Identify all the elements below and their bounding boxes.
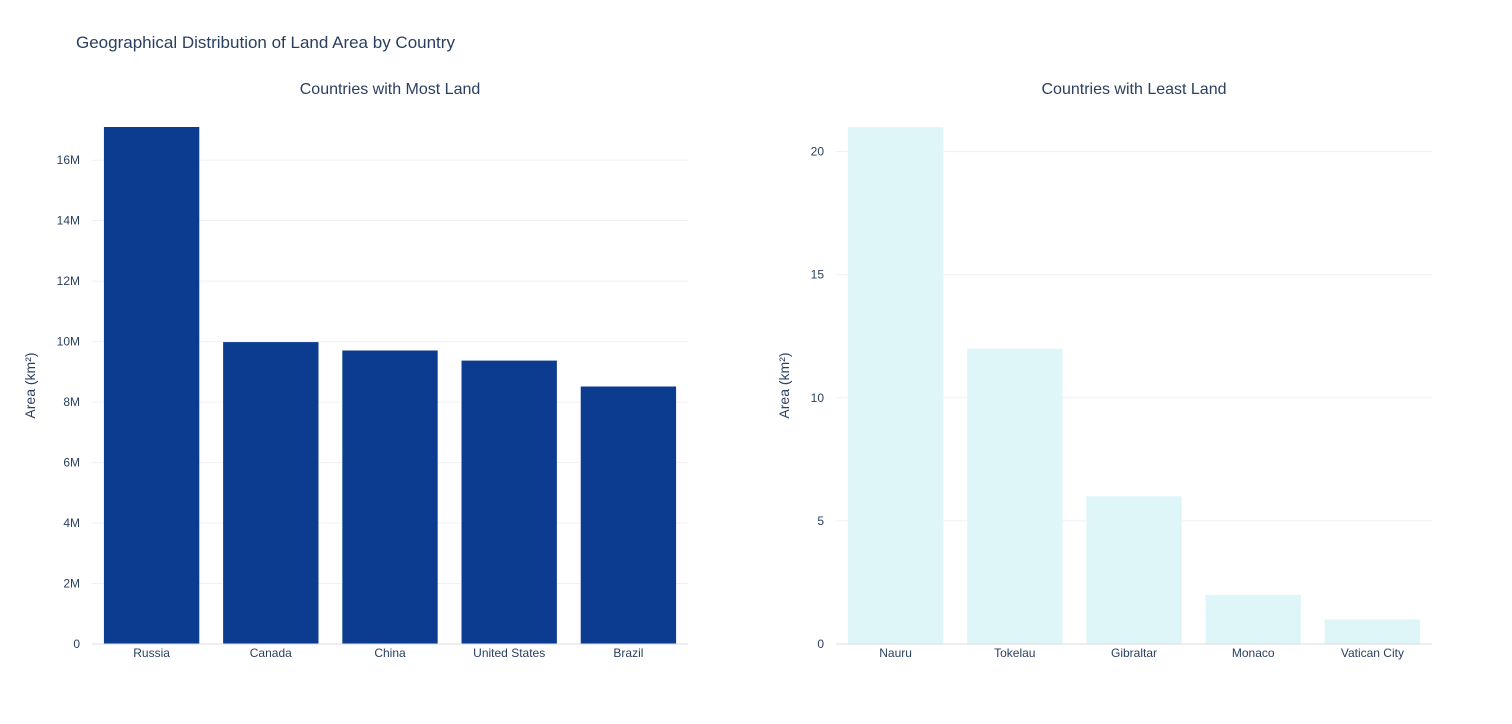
x-tick-label: Nauru [879, 646, 912, 660]
x-tick-label: China [374, 646, 406, 660]
bar-china[interactable] [342, 350, 438, 644]
figure-title: Geographical Distribution of Land Area b… [76, 33, 455, 52]
bar-tokelau[interactable] [967, 348, 1063, 644]
chart-panel-least-land: 0 5 10 15 20 Nauru Tokelau Gibraltar Monaco Vatic… [776, 81, 1432, 660]
x-tick-label: Tokelau [994, 646, 1035, 660]
y-tick-label: 10 [811, 391, 825, 405]
y-tick-label: 0 [817, 637, 824, 651]
y-tick-label: 12M [57, 274, 80, 288]
bar-brazil[interactable] [580, 386, 677, 644]
bar-gibraltar[interactable] [1086, 496, 1182, 644]
y-tick-label: 2M [63, 577, 80, 591]
y-tick-label: 20 [811, 145, 825, 159]
x-tick-label: Vatican City [1341, 646, 1404, 660]
x-tick-label: Monaco [1232, 646, 1275, 660]
x-tick-label: Canada [250, 646, 292, 660]
y-tick-label: 15 [811, 268, 825, 282]
y-axis-title: Area (km²) [22, 352, 38, 418]
y-tick-label: 16M [57, 153, 80, 167]
x-tick-label: Brazil [613, 646, 643, 660]
bar-monaco[interactable] [1205, 594, 1301, 644]
x-tick-label: United States [473, 646, 545, 660]
y-tick-label: 0 [73, 637, 80, 651]
y-tick-label: 6M [63, 456, 80, 470]
x-tick-label: Russia [133, 646, 170, 660]
bar-canada[interactable] [223, 342, 319, 644]
y-tick-label: 8M [63, 395, 80, 409]
y-tick-label: 5 [817, 514, 824, 528]
y-axis-title: Area (km²) [776, 352, 792, 418]
y-tick-label: 14M [57, 214, 80, 228]
chart-panel-most-land: 0 2M 4M 6M 8M 10M 12M 14M 16M Russia Canada China Un… [22, 81, 688, 660]
subplot-title: Countries with Least Land [1042, 81, 1227, 98]
x-tick-label: Gibraltar [1111, 646, 1157, 660]
bar-vatican-city[interactable] [1324, 619, 1421, 644]
bar-russia[interactable] [103, 127, 200, 644]
y-tick-label: 10M [57, 335, 80, 349]
bar-nauru[interactable] [847, 127, 944, 644]
subplot-title: Countries with Most Land [300, 81, 481, 98]
y-tick-label: 4M [63, 516, 80, 530]
bar-united-states[interactable] [461, 360, 557, 644]
